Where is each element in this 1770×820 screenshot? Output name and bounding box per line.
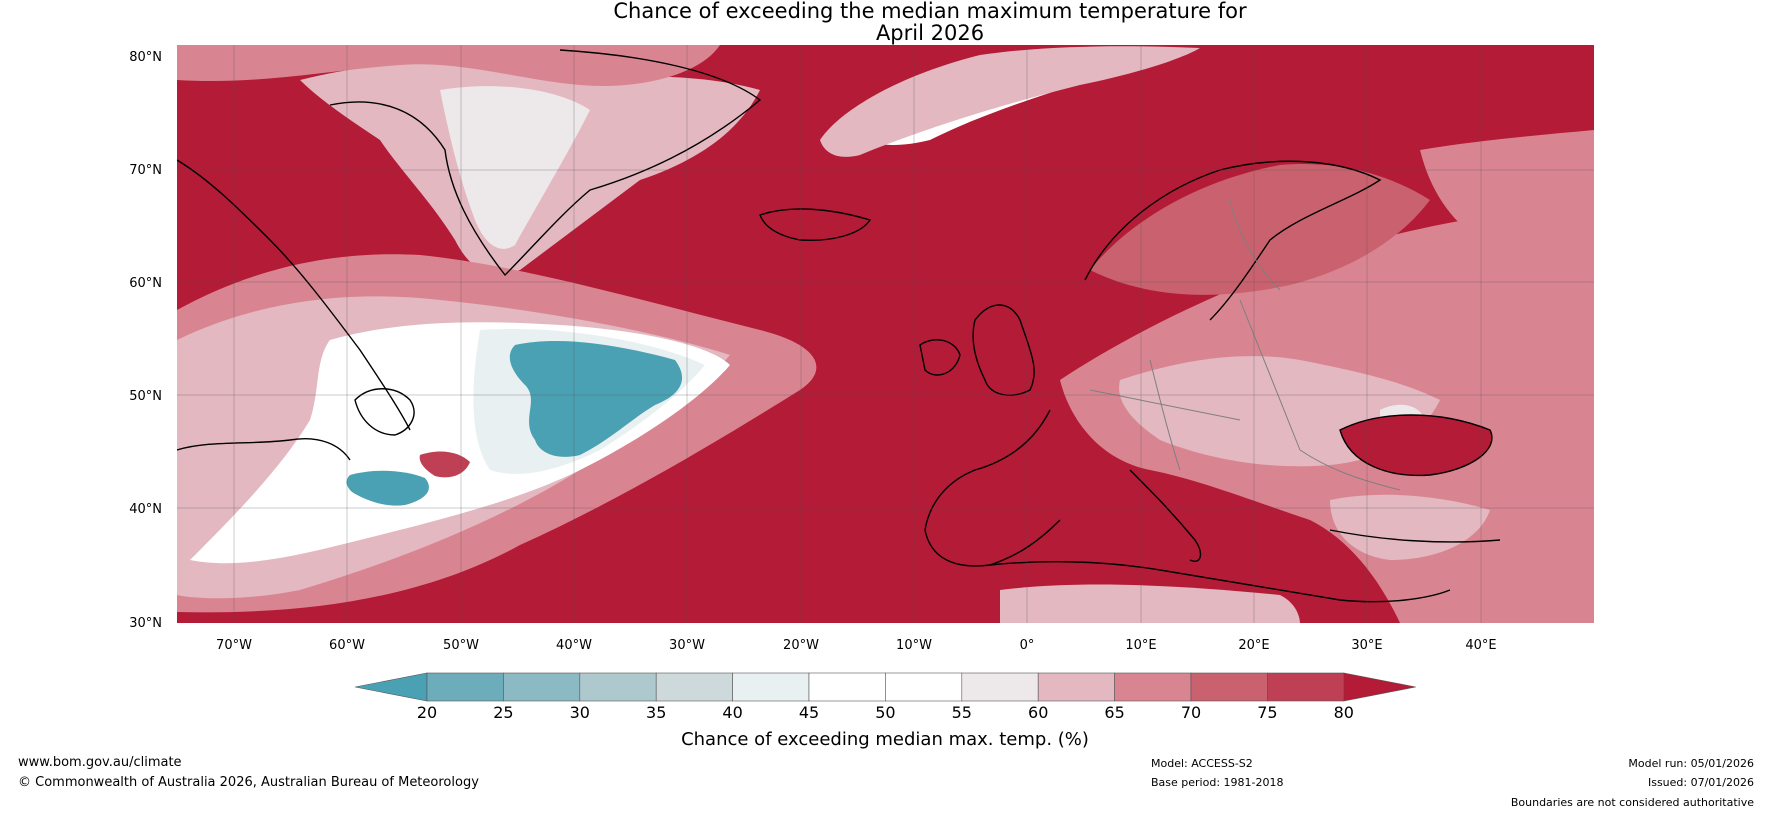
colorbar-tick-label: 25 [493,703,513,722]
colorbar-swatch [885,672,963,702]
model-text: Model: ACCESS-S2 [1151,757,1253,770]
latitude-labels: 80°N 70°N 60°N 50°N 40°N 30°N [129,50,162,631]
europe-west-coast [924,409,1061,567]
lat-label: 60°N [129,276,162,291]
border-line-2 [1149,359,1181,471]
colorbar-swatch [1190,672,1268,702]
colorbar-swatch [1037,672,1115,702]
colorbar-swatch [503,672,581,702]
colorbar-arrow-right [1343,672,1416,702]
colorbar-swatch [732,672,810,702]
negative-anomaly-main-region [509,340,683,457]
italy-coast [1129,469,1202,562]
lat-label: 80°N [129,50,162,65]
probability-contours [177,45,1594,623]
lon-label: 40°W [556,638,592,653]
colorbar-tick-label: 30 [570,703,590,722]
colorbar-swatch [808,672,886,702]
graticule [177,45,1594,623]
arctic-top-region [177,45,720,86]
border-line-3 [1239,299,1301,451]
border-line-4 [1299,449,1401,491]
anatolia-light-region [1330,494,1490,560]
colorbar-tick-label: 55 [952,703,972,722]
lat-label: 40°N [129,502,162,517]
colorbar-swatch [426,672,504,702]
scandinavia-coast [1084,160,1382,321]
lon-label: 50°W [443,638,479,653]
lon-label: 60°W [329,638,365,653]
border-line-1 [1089,389,1241,421]
lon-label: 40°E [1465,638,1496,653]
border-line-5 [1229,199,1281,291]
black-sea-coast [1339,414,1493,477]
arctic-pink-band [820,46,1200,157]
model-run-text: Model run: 05/01/2026 [1628,757,1754,770]
mediterranean-coast [989,561,1451,603]
lon-label: 70°W [216,638,252,653]
lon-label: 20°W [783,638,819,653]
colorbar-tick-label: 40 [722,703,742,722]
colorbar-tick-label: 50 [875,703,895,722]
colorbar-tick-label: 65 [1104,703,1124,722]
lat-label: 30°N [129,616,162,631]
colorbar-tick-label: 80 [1334,703,1354,722]
british-isles-coast [972,304,1035,396]
newfoundland-coast [354,388,415,436]
negative-anomaly-secondary-region [346,470,429,506]
colorbar-swatch [1267,672,1345,702]
colorbar-tick-label: 35 [646,703,666,722]
colorbar-swatch [655,672,733,702]
colorbar-arrow-left [354,672,428,702]
colorbar-swatch [579,672,657,702]
chart-title: Chance of exceeding the median maximum t… [0,0,1770,44]
lat-label: 50°N [129,389,162,404]
colorbar-tick-label: 75 [1257,703,1277,722]
lon-label: 10°E [1125,638,1156,653]
north-america-east-coast [177,438,351,461]
ireland-coast [919,339,961,376]
gulf-red-patch [419,451,470,478]
disclaimer-text: Boundaries are not considered authoritat… [1510,796,1754,809]
colorbar-tick-label: 60 [1028,703,1048,722]
lon-label: 30°W [669,638,705,653]
colorbar-tick-label: 45 [799,703,819,722]
lat-label: 70°N [129,163,162,178]
russia-pink-region [1420,130,1594,280]
title-line-1: Chance of exceeding the median maximum t… [613,0,1247,23]
black-sea-red-region [1340,415,1492,476]
website-text: www.bom.gov.au/climate [18,755,182,770]
iceland-coast [759,208,872,242]
turkey-south-coast [1329,529,1501,543]
copyright-text: © Commonwealth of Australia 2026, Austra… [18,775,479,790]
colorbar-label: Chance of exceeding median max. temp. (%… [681,729,1089,750]
lon-label: 30°E [1351,638,1382,653]
lon-label: 10°W [896,638,932,653]
lon-label: 20°E [1238,638,1269,653]
colorbar-swatch [1114,672,1192,702]
colorbar-swatch [961,672,1039,702]
colorbar: 20 25 30 35 40 45 50 55 60 65 70 75 80 [354,672,1416,722]
base-period-text: Base period: 1981-2018 [1151,776,1284,789]
issued-text: Issued: 07/01/2026 [1647,776,1754,789]
country-borders [1089,199,1401,491]
lon-label: 0° [1020,638,1035,653]
colorbar-tick-label: 70 [1181,703,1201,722]
greenland-inner-region [440,86,590,249]
longitude-labels: 70°W 60°W 50°W 40°W 30°W 20°W 10°W 0° 10… [216,638,1497,653]
colorbar-tick-label: 20 [417,703,437,722]
greenland-coast [329,49,762,277]
north-africa-light-region [1000,584,1300,623]
scandinavia-region [1090,164,1430,295]
title-line-2: April 2026 [875,21,985,45]
